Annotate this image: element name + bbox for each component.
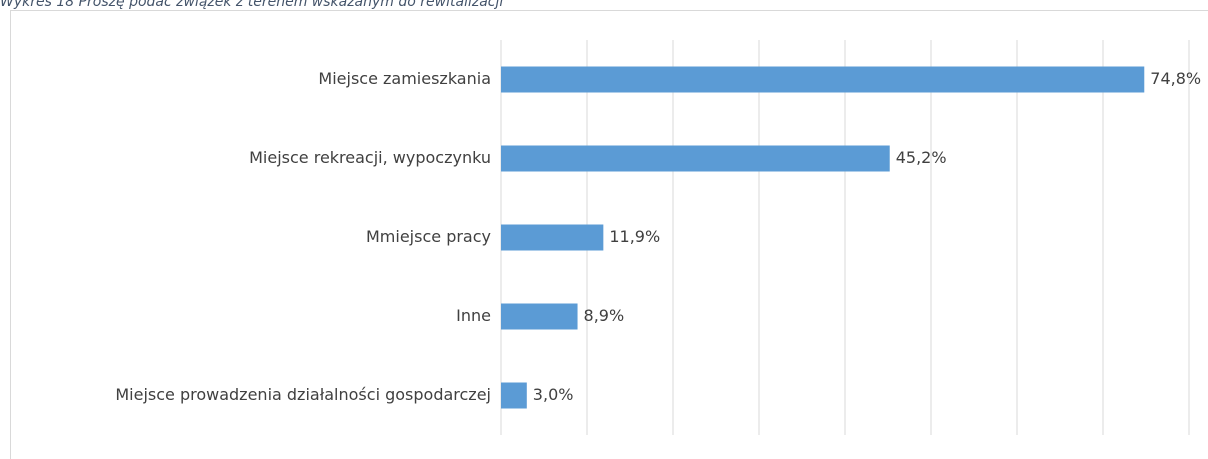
category-label: Mmiejsce pracy (366, 227, 491, 246)
value-label: 8,9% (584, 306, 625, 325)
bar (501, 303, 578, 330)
chart-title: Wykres 18 Proszę podać związek z terenem… (0, 0, 503, 10)
category-label: Miejsce prowadzenia działalności gospoda… (115, 385, 491, 404)
bar (501, 382, 527, 409)
bar (501, 224, 604, 251)
chart-border (10, 10, 1208, 459)
category-label: Miejsce rekreacji, wypoczynku (249, 148, 491, 167)
value-label: 3,0% (533, 385, 574, 404)
value-label: 45,2% (896, 148, 947, 167)
bar (501, 66, 1145, 93)
category-label: Miejsce zamieszkania (318, 69, 491, 88)
bar (501, 145, 890, 172)
category-label: Inne (456, 306, 491, 325)
value-label: 74,8% (1150, 69, 1201, 88)
value-label: 11,9% (609, 227, 660, 246)
